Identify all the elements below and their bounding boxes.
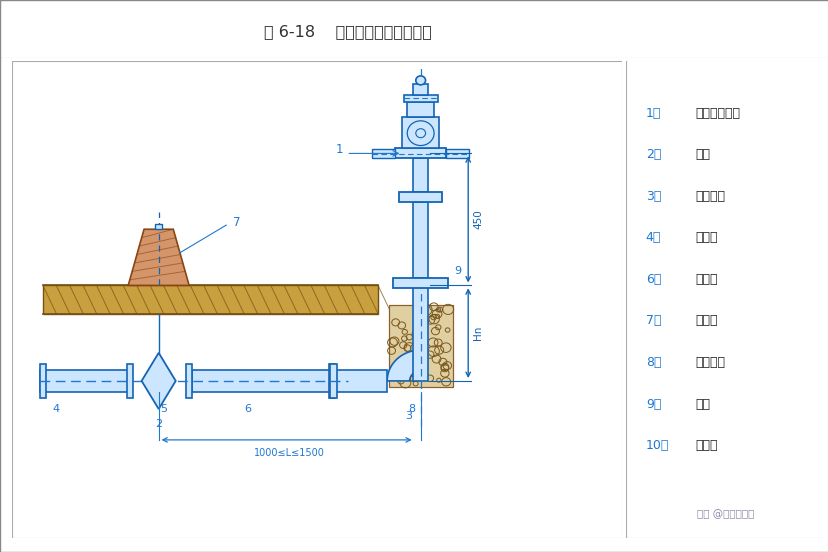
Polygon shape <box>387 350 420 381</box>
Text: 图 6-18    室外消火栓安装示意图: 图 6-18 室外消火栓安装示意图 <box>264 24 431 39</box>
Text: 支墩: 支墩 <box>695 397 710 411</box>
Text: 阀门: 阀门 <box>695 148 710 161</box>
Bar <box>413 283 427 381</box>
Text: 450: 450 <box>473 210 483 229</box>
Polygon shape <box>142 353 176 409</box>
Bar <box>40 370 131 392</box>
Text: 5: 5 <box>160 404 166 414</box>
Text: 1、: 1、 <box>645 107 661 120</box>
Bar <box>413 158 427 192</box>
Text: 头条 @建筑界一哥: 头条 @建筑界一哥 <box>696 509 753 519</box>
Text: 铸铁管: 铸铁管 <box>695 315 717 327</box>
Text: 地上式消火栓: 地上式消火栓 <box>695 107 739 120</box>
Text: 1: 1 <box>335 143 343 156</box>
Text: 10、: 10、 <box>645 439 668 452</box>
Text: 短管甲: 短管甲 <box>695 231 717 245</box>
Text: 2、: 2、 <box>645 148 661 161</box>
Bar <box>413 202 427 278</box>
Circle shape <box>416 129 425 137</box>
Bar <box>407 102 434 118</box>
Bar <box>192 370 332 392</box>
Text: 6: 6 <box>243 404 251 414</box>
Bar <box>403 95 437 102</box>
Text: 4、: 4、 <box>645 231 661 245</box>
Text: 阀门套筒: 阀门套筒 <box>695 356 724 369</box>
Bar <box>155 224 162 229</box>
Bar <box>43 285 378 314</box>
Text: 6、: 6、 <box>645 273 661 286</box>
Bar <box>402 118 439 148</box>
Bar <box>395 148 445 158</box>
Bar <box>388 305 452 386</box>
Text: 8: 8 <box>408 404 415 414</box>
Bar <box>335 370 387 392</box>
Text: 3、: 3、 <box>645 190 661 203</box>
Text: 3: 3 <box>405 411 412 421</box>
Bar <box>40 364 46 398</box>
Bar <box>127 364 133 398</box>
Bar <box>330 364 336 398</box>
Text: 排水口: 排水口 <box>695 439 717 452</box>
Bar <box>392 278 448 288</box>
Text: 8、: 8、 <box>645 356 661 369</box>
Bar <box>329 364 335 398</box>
Text: 弯管底座: 弯管底座 <box>695 190 724 203</box>
Text: 4: 4 <box>52 404 59 414</box>
Bar <box>185 364 192 398</box>
Text: 2: 2 <box>156 419 162 429</box>
Bar <box>445 150 469 158</box>
Text: 9: 9 <box>454 266 460 276</box>
Text: Hn: Hn <box>473 326 483 341</box>
Text: 7、: 7、 <box>645 315 661 327</box>
Text: 1000≤L≤1500: 1000≤L≤1500 <box>254 448 325 458</box>
Circle shape <box>416 76 425 85</box>
Text: 7: 7 <box>233 216 240 229</box>
Bar <box>399 192 441 202</box>
Text: 短管乙: 短管乙 <box>695 273 717 286</box>
Polygon shape <box>128 229 189 285</box>
Bar <box>413 84 427 95</box>
Text: 9、: 9、 <box>645 397 661 411</box>
Bar <box>372 150 395 158</box>
